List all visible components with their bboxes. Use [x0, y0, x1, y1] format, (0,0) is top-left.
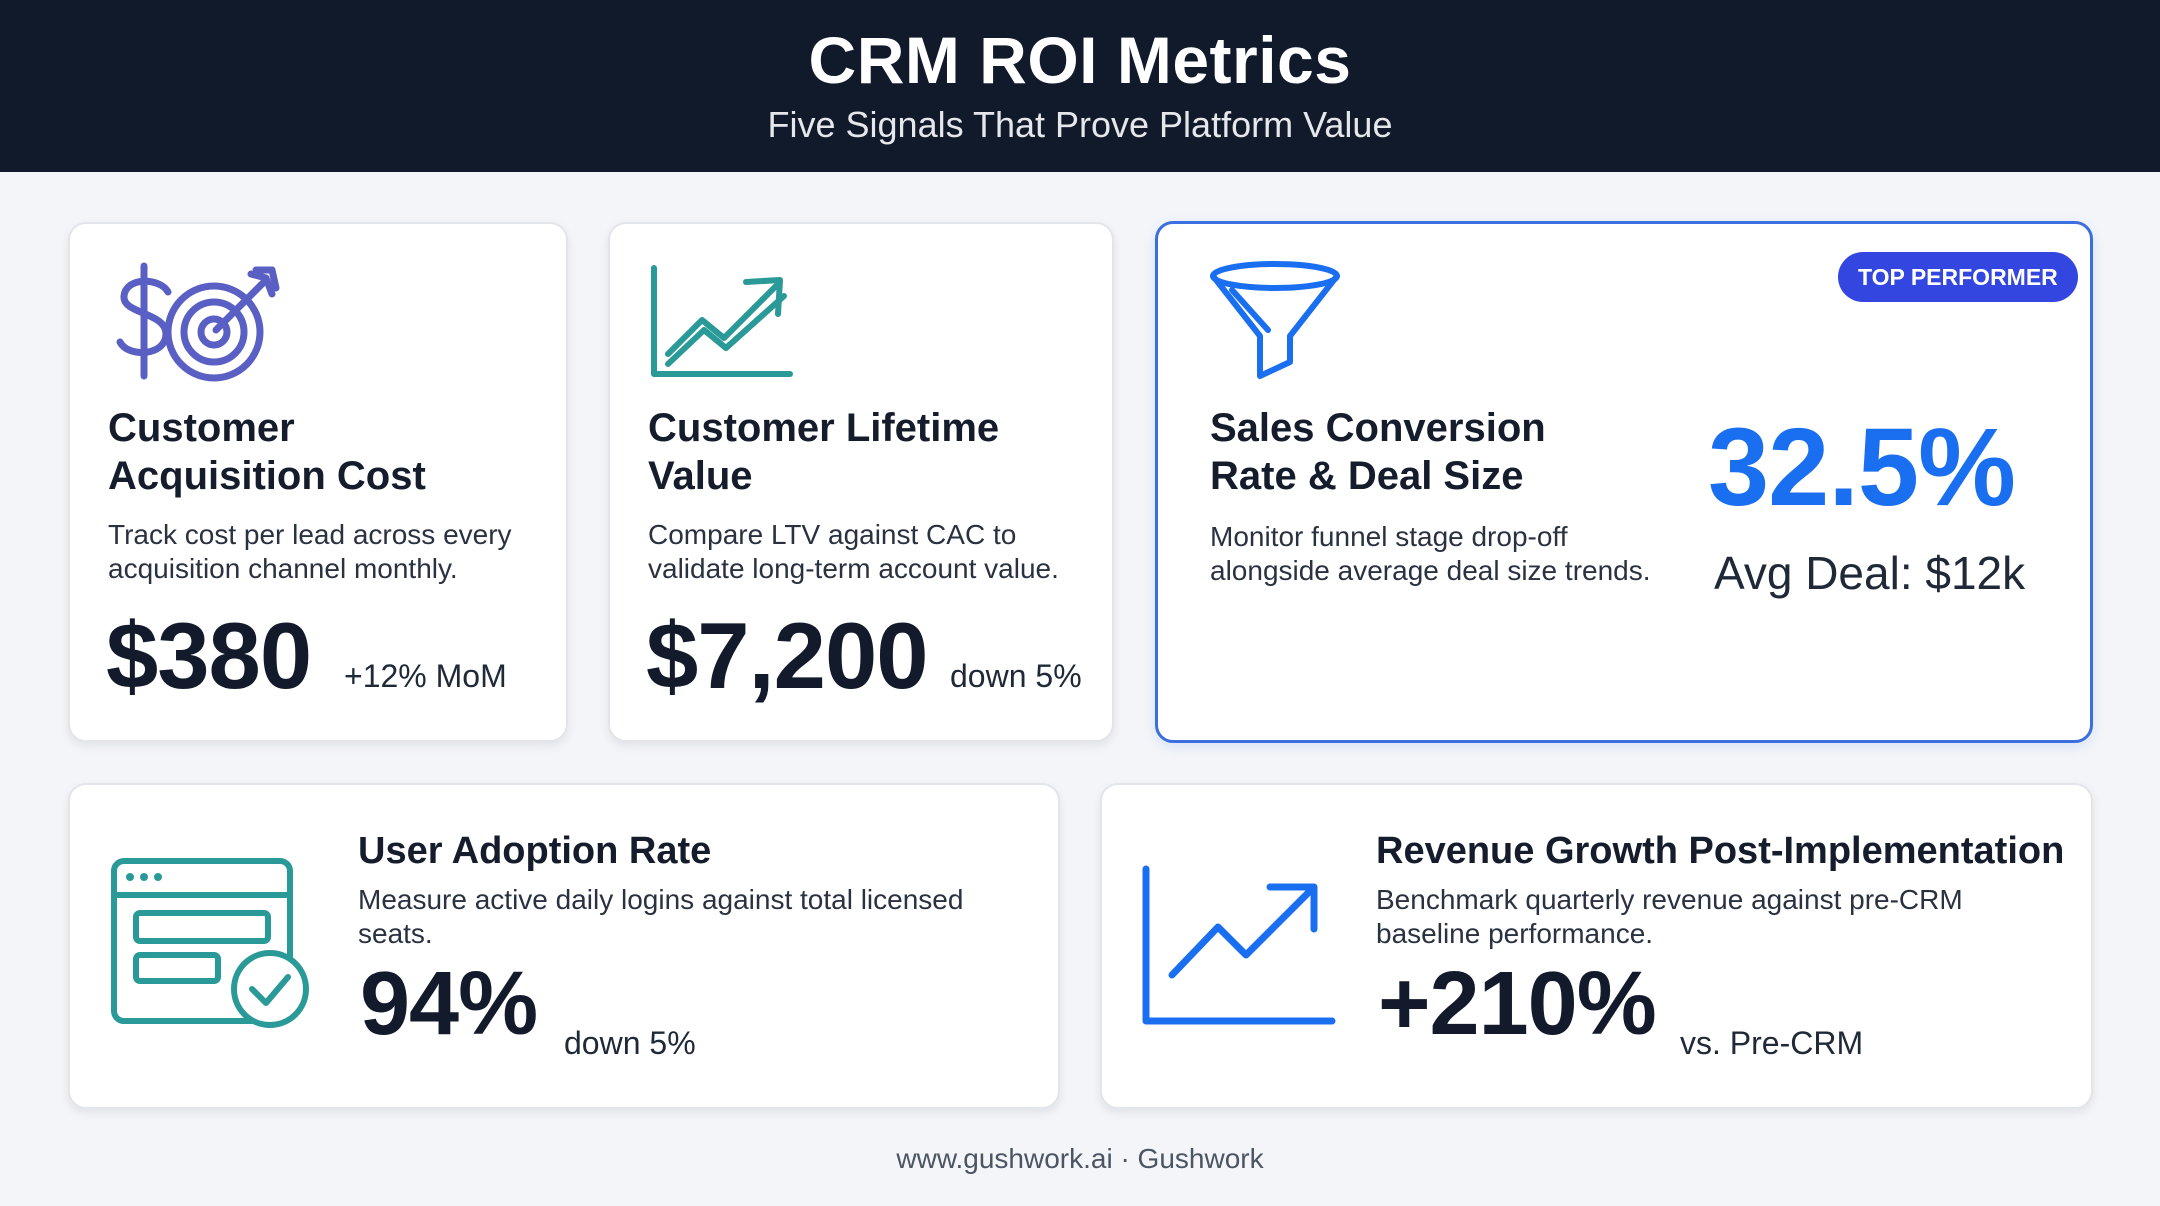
avg-deal-value: Avg Deal: $12k — [1714, 547, 2026, 599]
card-title: Customer Lifetime Value — [648, 406, 1000, 498]
growth-chart-icon — [1142, 865, 1336, 1025]
card-description: Monitor funnel stage drop-off alongside … — [1210, 521, 1651, 586]
page-subtitle: Five Signals That Prove Platform Value — [767, 104, 1393, 145]
metric-value: $380 — [106, 603, 312, 708]
metric-delta: down 5% — [564, 1025, 696, 1061]
funnel-icon — [1210, 261, 1340, 379]
card-description: Benchmark quarterly revenue against pre-… — [1376, 884, 1963, 949]
card-user-adoption-rate: User Adoption Rate Measure active daily … — [68, 783, 1060, 1109]
dollar-target-icon — [116, 262, 280, 382]
card-revenue-growth: Revenue Growth Post-Implementation Bench… — [1100, 783, 2093, 1109]
page-title: CRM ROI Metrics — [808, 23, 1352, 97]
trend-chart-icon — [651, 265, 793, 377]
browser-check-icon — [111, 858, 309, 1028]
metric-delta: +12% MoM — [344, 658, 507, 694]
metric-delta: vs. Pre-CRM — [1680, 1025, 1864, 1061]
card-sales-conversion: TOP PERFORMER Sales Conversion Rate & De… — [1155, 221, 2093, 743]
metric-value: $7,200 — [646, 603, 929, 708]
card-customer-acquisition-cost: Customer Acquisition Cost Track cost per… — [68, 222, 568, 742]
card-title: Sales Conversion Rate & Deal Size — [1210, 406, 1546, 498]
metric-delta: down 5% — [950, 658, 1082, 694]
metric-value: +210% — [1378, 954, 1657, 1054]
conversion-rate-value: 32.5% — [1708, 406, 2016, 529]
footer-credit: www.gushwork.ai · Gushwork — [896, 1143, 1264, 1174]
top-performer-badge: TOP PERFORMER — [1838, 252, 2078, 302]
card-description: Measure active daily logins against tota… — [358, 884, 964, 949]
card-description: Track cost per lead across every acquisi… — [108, 519, 512, 584]
metric-value: 94% — [360, 954, 538, 1054]
page-header: CRM ROI Metrics Five Signals That Prove … — [0, 0, 2160, 172]
card-title: User Adoption Rate — [358, 830, 712, 872]
card-title: Revenue Growth Post-Implementation — [1376, 830, 2065, 872]
card-description: Compare LTV against CAC to validate long… — [648, 519, 1059, 584]
card-customer-lifetime-value: Customer Lifetime Value Compare LTV agai… — [608, 222, 1114, 742]
card-title: Customer Acquisition Cost — [108, 406, 426, 498]
